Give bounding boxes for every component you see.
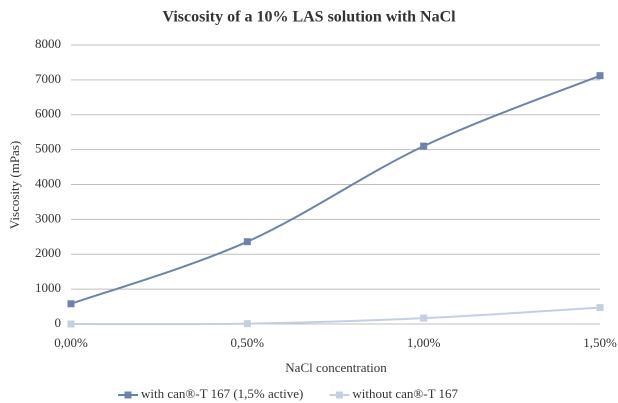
- point-marker: [67, 300, 75, 308]
- y-axis-label: Viscosity (mPas): [7, 141, 22, 229]
- x-tick-label: 1,50%: [583, 335, 617, 350]
- point-marker: [596, 72, 604, 80]
- y-tick-label: 3000: [35, 210, 61, 225]
- y-tick-label: 8000: [35, 36, 61, 51]
- x-tick-label: 1,00%: [407, 335, 441, 350]
- y-tick-label: 5000: [35, 141, 61, 156]
- x-tick-label: 0,00%: [54, 335, 88, 350]
- legend-label: without can®-T 167: [352, 386, 458, 401]
- point-marker: [420, 142, 428, 150]
- y-tick-label: 1000: [35, 280, 61, 295]
- series-line: [70, 74, 601, 305]
- x-tick-label: 0,50%: [231, 335, 265, 350]
- point-marker: [243, 238, 251, 246]
- y-tick-label: 6000: [35, 106, 61, 121]
- y-tick-label: 0: [55, 315, 62, 330]
- y-tick-label: 2000: [35, 245, 61, 260]
- point-marker: [243, 320, 251, 328]
- legend-marker: [124, 391, 132, 399]
- x-axis-label: NaCl concentration: [285, 360, 387, 375]
- y-tick-label: 7000: [35, 71, 61, 86]
- point-marker: [596, 304, 604, 312]
- point-marker: [420, 314, 428, 322]
- point-marker: [67, 320, 75, 328]
- legend-marker: [335, 391, 343, 399]
- legend-label: with can®-T 167 (1,5% active): [141, 386, 303, 401]
- y-tick-label: 4000: [35, 175, 61, 190]
- series-line: [70, 306, 601, 326]
- chart-title: Viscosity of a 10% LAS solution with NaC…: [162, 9, 456, 26]
